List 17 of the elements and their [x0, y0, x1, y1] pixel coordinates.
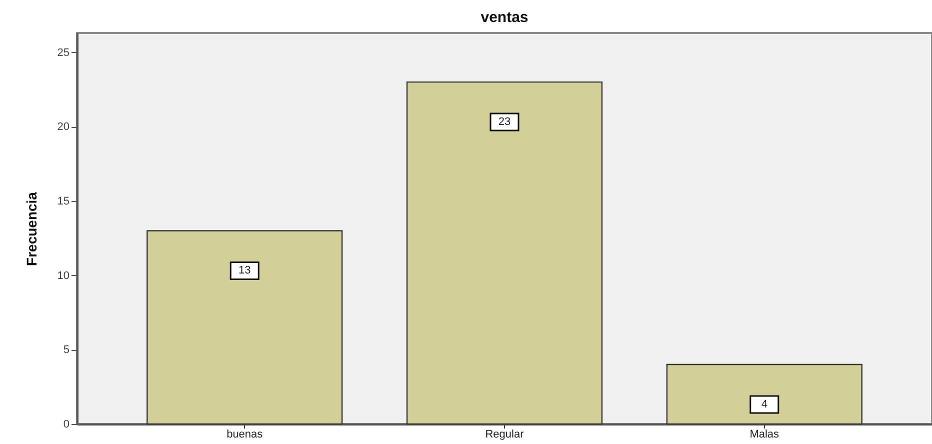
y-tick-label: 0	[63, 418, 70, 430]
bar	[146, 230, 343, 425]
y-tick-label: 25	[57, 46, 70, 59]
y-tick-label: 5	[63, 344, 70, 356]
data-label: 13	[238, 264, 251, 277]
bar	[406, 81, 603, 425]
chart-title: ventas	[480, 9, 528, 26]
y-tick-label: 15	[57, 195, 70, 208]
y-axis-title: Frecuencia	[23, 192, 40, 266]
y-tick-label: 20	[57, 121, 70, 134]
y-tick-label: 10	[57, 270, 70, 282]
bar	[666, 364, 862, 425]
data-label: 23	[498, 116, 511, 128]
data-label: 4	[761, 398, 768, 411]
x-tick-label: buenas	[226, 428, 264, 440]
x-tick-label: Malas	[750, 428, 780, 440]
x-tick-label: Regular	[485, 428, 524, 440]
